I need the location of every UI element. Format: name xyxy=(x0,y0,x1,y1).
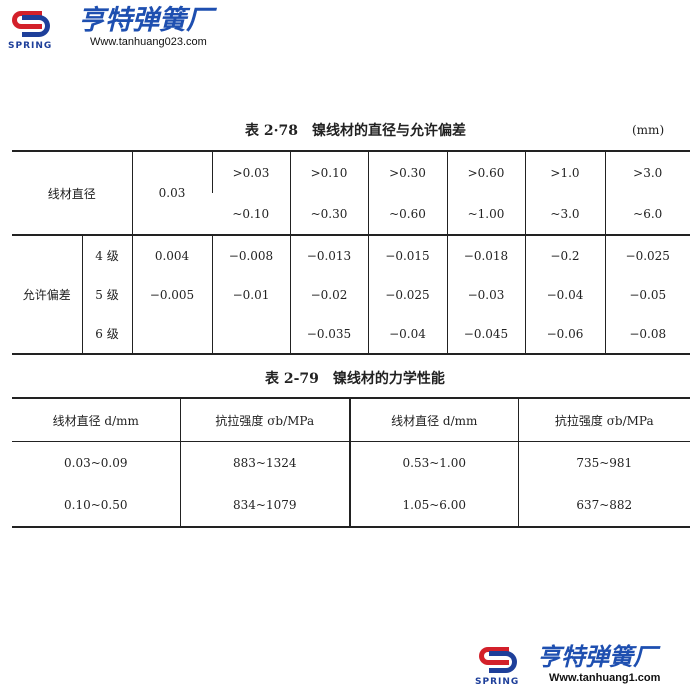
spring-logo-icon: SPRING xyxy=(475,643,525,687)
value-cell: −0.013 xyxy=(289,235,368,275)
value-cell: −0.025 xyxy=(604,235,690,275)
value-cell: −0.008 xyxy=(211,235,290,275)
diameter-label: 线材直径 xyxy=(12,151,132,236)
value-cell: −0.035 xyxy=(289,314,368,354)
brand-url: Www.tanhuang023.com xyxy=(90,36,207,48)
diameter-cell: >3.0 xyxy=(604,151,690,193)
table-row: 0.10~0.50 834~1079 1.05~6.00 637~882 xyxy=(12,484,690,527)
value-cell: 0.004 xyxy=(131,235,212,275)
value-cell xyxy=(131,314,212,354)
diameter-cell: ~0.30 xyxy=(289,193,368,236)
header-logo: SPRING 亨特弹簧厂 Www.tanhuang023.com xyxy=(8,5,213,52)
value-cell: 834~1079 xyxy=(179,484,350,527)
value-cell xyxy=(211,314,290,354)
brand-name: 亨特弹簧厂 xyxy=(537,643,657,671)
brand-name: 亨特弹簧厂 xyxy=(78,5,213,36)
table78-title: 表 2·78 镍线材的直径与允许偏差 xyxy=(245,123,466,139)
value-cell: −0.2 xyxy=(524,235,605,275)
value-cell: −0.04 xyxy=(524,275,605,314)
diameter-cell: ~0.10 xyxy=(212,193,290,236)
diameter-cell: ~6.0 xyxy=(604,193,690,236)
tolerance-label: 允许偏差 xyxy=(22,288,71,302)
value-cell: −0.08 xyxy=(604,314,690,354)
footer-logo: SPRING 亨特弹簧厂 Www.tanhuang1.com xyxy=(475,642,661,687)
diameter-cell: >0.60 xyxy=(446,151,525,193)
table78-unit: (mm) xyxy=(632,123,665,137)
grade-cell: 4 级 xyxy=(81,235,132,275)
value-cell: −0.06 xyxy=(524,314,605,354)
value-cell: 1.05~6.00 xyxy=(349,484,518,527)
value-cell: −0.05 xyxy=(604,275,690,314)
grade-cell: 6 级 xyxy=(81,314,132,354)
value-cell: −0.045 xyxy=(446,314,525,354)
diameter-cell: >0.10 xyxy=(289,151,368,193)
column-header: 抗拉强度 σb/MPa xyxy=(179,398,350,442)
column-header: 线材直径 d/mm xyxy=(12,398,180,442)
table-row: 允许偏差 4 级 0.004 −0.008 −0.013 −0.015 −0.0… xyxy=(12,235,690,302)
spring-logo-icon: SPRING xyxy=(8,7,58,51)
value-cell: 883~1324 xyxy=(179,441,350,484)
table79: 线材直径 d/mm 抗拉强度 σb/MPa 线材直径 d/mm 抗拉强度 σb/… xyxy=(12,397,690,528)
value-cell: 0.03~0.09 xyxy=(64,456,128,470)
value-cell: −0.025 xyxy=(367,275,447,314)
diameter-cell: >0.03 xyxy=(211,151,290,193)
column-header: 线材直径 d/mm xyxy=(349,398,518,442)
table78: 线材直径 0.03 >0.03 >0.10 >0.30 >0.60 >1.0 >… xyxy=(12,150,690,355)
value-cell: −0.04 xyxy=(367,314,447,354)
value-cell: 735~981 xyxy=(517,441,690,484)
value-cell: −0.015 xyxy=(367,235,447,275)
table-row: 0.03~0.09 883~1324 0.53~1.00 735~981 xyxy=(12,441,690,484)
column-header: 抗拉强度 σb/MPa xyxy=(517,398,690,442)
diameter-cell: 0.03 xyxy=(131,151,212,236)
diameter-cell: ~3.0 xyxy=(524,193,605,236)
value-cell: −0.018 xyxy=(446,235,525,275)
value-cell: 0.10~0.50 xyxy=(64,498,128,512)
diameter-cell: >0.30 xyxy=(367,151,447,193)
value-cell: −0.03 xyxy=(446,275,525,314)
value-cell: −0.005 xyxy=(131,275,212,314)
value-cell: −0.01 xyxy=(211,275,290,314)
grade-cell: 5 级 xyxy=(81,275,132,314)
brand-url: Www.tanhuang1.com xyxy=(549,672,661,684)
table-row: 5 级 −0.005 −0.01 −0.02 −0.025 −0.03 −0.0… xyxy=(12,275,690,314)
value-cell: 0.53~1.00 xyxy=(349,441,518,484)
value-cell: 637~882 xyxy=(517,484,690,527)
table79-title: 表 2-79 镍线材的力学性能 xyxy=(265,371,445,387)
diameter-cell: ~0.60 xyxy=(367,193,447,236)
diameter-cell: ~1.00 xyxy=(446,193,525,236)
diameter-cell: >1.0 xyxy=(524,151,605,193)
table-row: 6 级 −0.035 −0.04 −0.045 −0.06 −0.08 xyxy=(12,314,690,354)
value-cell: −0.02 xyxy=(289,275,368,314)
